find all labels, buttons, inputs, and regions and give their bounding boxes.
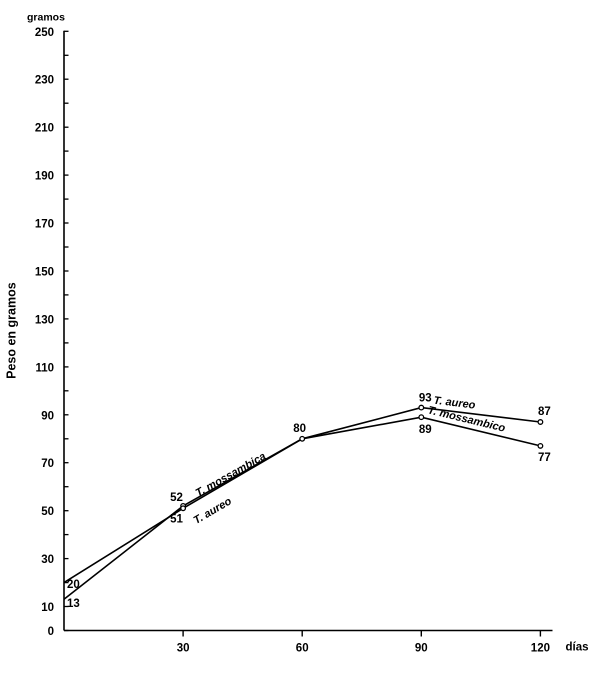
svg-text:89: 89: [419, 424, 432, 436]
svg-text:0: 0: [48, 626, 54, 638]
svg-text:10: 10: [41, 602, 54, 614]
svg-text:50: 50: [41, 506, 54, 518]
svg-text:30: 30: [177, 643, 190, 655]
svg-text:250: 250: [35, 27, 54, 39]
svg-text:80: 80: [293, 423, 306, 435]
svg-text:70: 70: [41, 458, 54, 470]
svg-text:60: 60: [296, 643, 309, 655]
svg-text:87: 87: [538, 406, 551, 418]
svg-text:170: 170: [35, 219, 54, 231]
svg-text:90: 90: [41, 410, 54, 422]
svg-text:51: 51: [170, 513, 183, 525]
svg-text:110: 110: [35, 362, 54, 374]
svg-text:120: 120: [531, 643, 550, 655]
svg-text:días: días: [566, 642, 589, 654]
svg-text:93: 93: [419, 393, 432, 405]
svg-text:Peso en gramos: Peso en gramos: [5, 282, 19, 379]
svg-text:20: 20: [67, 579, 80, 591]
svg-text:77: 77: [538, 452, 551, 464]
svg-text:130: 130: [35, 314, 54, 326]
svg-text:210: 210: [35, 123, 54, 135]
svg-text:gramos: gramos: [27, 12, 65, 24]
svg-text:150: 150: [35, 267, 54, 279]
svg-text:30: 30: [41, 554, 54, 566]
svg-text:13: 13: [67, 598, 80, 610]
svg-text:230: 230: [35, 75, 54, 87]
svg-text:190: 190: [35, 171, 54, 183]
svg-text:52: 52: [170, 492, 183, 504]
svg-text:90: 90: [415, 643, 428, 655]
